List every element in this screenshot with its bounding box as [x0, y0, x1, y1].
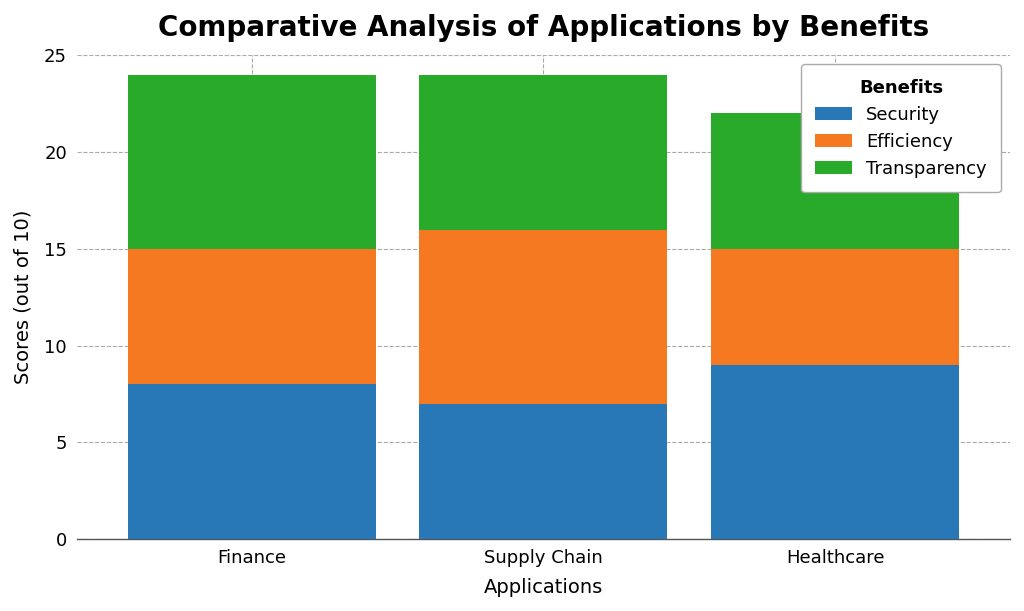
Title: Comparative Analysis of Applications by Benefits: Comparative Analysis of Applications by … [158, 14, 929, 42]
X-axis label: Applications: Applications [483, 578, 603, 597]
Bar [711, 365, 959, 540]
Legend: Security, Efficiency, Transparency: Security, Efficiency, Transparency [801, 64, 1001, 192]
Bar [420, 75, 668, 230]
Y-axis label: Scores (out of 10): Scores (out of 10) [14, 210, 33, 384]
Bar [128, 249, 376, 384]
Bar [420, 404, 668, 540]
Bar [711, 114, 959, 249]
Bar [128, 384, 376, 540]
Bar [711, 249, 959, 365]
Bar [420, 230, 668, 404]
Bar [128, 75, 376, 249]
